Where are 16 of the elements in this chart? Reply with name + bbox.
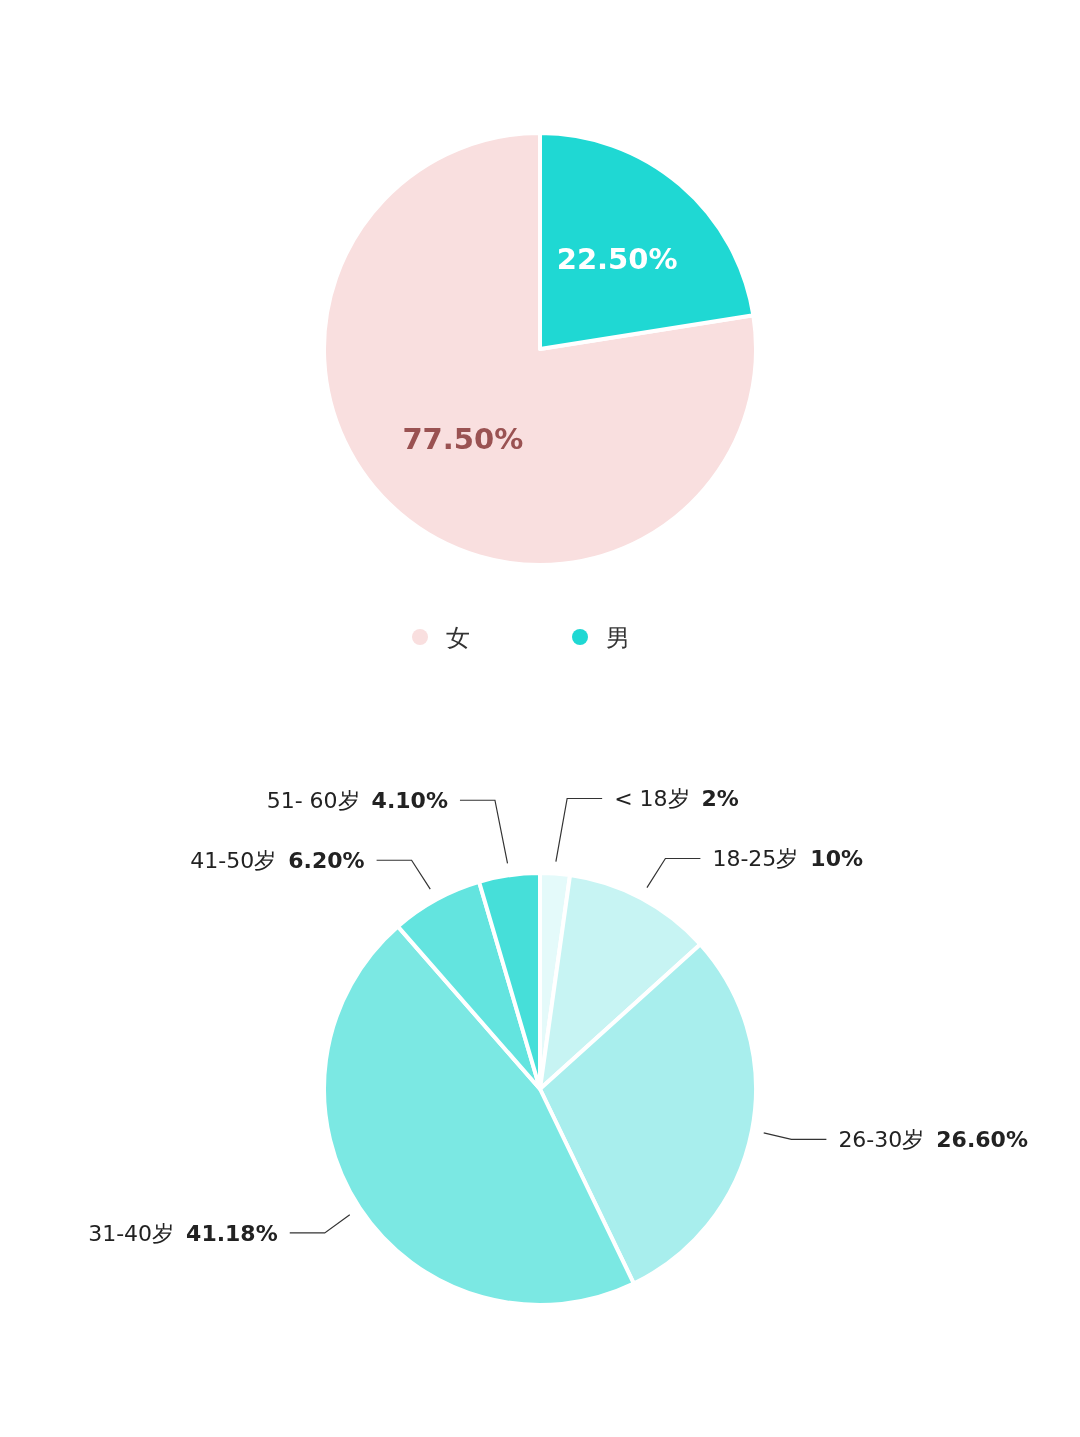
legend-label: 男 xyxy=(606,624,630,652)
data-label: 22.50% xyxy=(556,241,678,276)
slice-label: 26-30岁 xyxy=(838,1127,925,1153)
legend-label: 女 xyxy=(446,624,470,652)
data-label: 2% xyxy=(701,786,739,812)
data-label: 6.20% xyxy=(288,848,365,874)
slice-label: 31-40岁 xyxy=(88,1220,175,1246)
data-label: 26.60% xyxy=(936,1127,1028,1153)
data-label: 77.50% xyxy=(402,422,524,457)
data-label: 41.18% xyxy=(186,1220,278,1246)
slice-label: 18-25岁 xyxy=(712,846,799,872)
slice-label: 41-50岁 xyxy=(190,848,277,874)
data-label: 10% xyxy=(810,846,864,872)
data-label: 4.10% xyxy=(371,788,448,814)
slice-label: < 18岁 xyxy=(614,786,690,812)
slice-label: 51- 60岁 xyxy=(266,788,360,814)
